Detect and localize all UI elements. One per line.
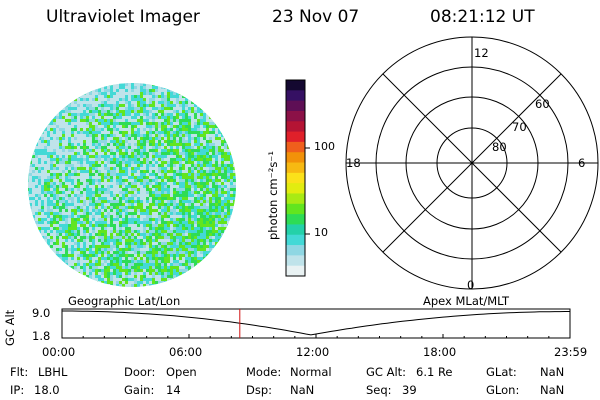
color-bar-segment — [286, 162, 305, 174]
polar-label-6: 6 — [578, 156, 586, 170]
status-seq-value: 39 — [402, 383, 417, 397]
status-ip-value: 18.0 — [34, 383, 60, 397]
altitude-timeline — [61, 308, 571, 339]
polar-label-12: 12 — [474, 46, 489, 60]
color-bar-segment — [286, 121, 305, 133]
color-bar-segment — [286, 234, 305, 246]
status-flt-label: Flt: — [10, 365, 29, 379]
color-bar-segment — [286, 255, 305, 267]
color-bar-segment — [286, 203, 305, 215]
status-glon-label: GLon: — [486, 383, 520, 397]
color-bar-segment — [286, 265, 305, 277]
date-label: 23 Nov 07 — [272, 7, 360, 27]
uv-image — [28, 83, 236, 287]
status-seq-label: Seq: — [366, 383, 392, 397]
status-ip-label: IP: — [10, 383, 25, 397]
time-tick-2359: 23:59 — [554, 345, 588, 359]
time-tick-1200: 12:00 — [296, 345, 330, 359]
color-bar-segment — [286, 141, 305, 153]
color-bar-segment — [286, 80, 305, 91]
status-gain-value: 14 — [166, 383, 181, 397]
color-bar-segment — [286, 183, 305, 194]
color-bar — [285, 79, 306, 277]
instrument-title: Ultraviolet Imager — [46, 7, 200, 27]
color-bar-segment — [286, 131, 305, 143]
status-gain-label: Gain: — [124, 383, 155, 397]
polar-plot — [345, 36, 599, 290]
status-door-label: Door: — [124, 365, 156, 379]
color-bar-segment — [286, 214, 305, 225]
status-gcalt-value: 6.1 Re — [416, 365, 453, 379]
status-glat-label: GLat: — [486, 365, 517, 379]
timeline-axis-label: GC Alt — [3, 309, 17, 346]
time-label: 08:21:12 UT — [430, 7, 535, 27]
color-bar-label-10: 10 — [314, 226, 328, 239]
status-mode-label: Mode: — [246, 365, 282, 379]
polar-label-0: 0 — [467, 278, 475, 292]
status-gcalt-label: GC Alt: — [366, 365, 407, 379]
color-bar-unit-label: photon cm⁻²s⁻¹ — [266, 151, 280, 240]
status-glon-value: NaN — [540, 383, 565, 397]
polar-lat-60: 60 — [535, 97, 550, 111]
polar-label-18: 18 — [346, 156, 361, 170]
status-dsp-label: Dsp: — [246, 383, 273, 397]
status-flt-value: LBHL — [38, 365, 68, 379]
status-dsp-value: NaN — [290, 383, 315, 397]
status-glat-value: NaN — [540, 365, 565, 379]
polar-lat-80: 80 — [492, 140, 507, 154]
color-bar-segment — [286, 90, 305, 102]
color-bar-segment — [286, 110, 305, 122]
color-bar-segment — [286, 224, 305, 236]
time-tick-0600: 06:00 — [169, 345, 203, 359]
color-bar-segment — [286, 245, 305, 256]
color-bar-label-100: 100 — [314, 140, 335, 153]
color-bar-segment — [286, 152, 305, 164]
time-tick-1800: 18:00 — [423, 345, 457, 359]
altitude-curve — [62, 310, 570, 336]
timeline-left-label: Geographic Lat/Lon — [68, 294, 181, 308]
polar-lat-70: 70 — [512, 120, 527, 134]
color-bar-frame — [285, 79, 306, 277]
timeline-ymin-label: 1.8 — [32, 329, 51, 343]
timeline-ymax-label: 9.0 — [32, 306, 51, 320]
color-bar-segment — [286, 172, 305, 184]
timeline-right-label: Apex MLat/MLT — [423, 294, 510, 308]
status-mode-value: Normal — [290, 365, 332, 379]
status-door-value: Open — [166, 365, 197, 379]
polar-diagonal-2 — [382, 73, 562, 253]
color-bar-segment — [286, 100, 305, 112]
color-bar-segment — [286, 193, 305, 205]
time-tick-0000: 00:00 — [42, 345, 76, 359]
